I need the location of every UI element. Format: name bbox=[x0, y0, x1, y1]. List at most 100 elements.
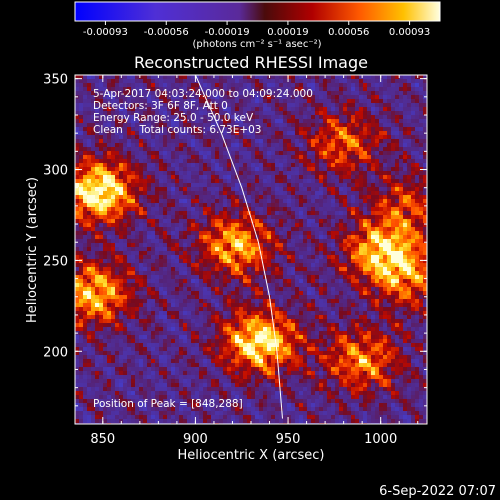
heatmap-cell bbox=[211, 187, 215, 191]
heatmap-cell bbox=[179, 271, 183, 275]
heatmap-cell bbox=[219, 323, 223, 327]
heatmap-cell bbox=[247, 351, 251, 355]
heatmap-cell bbox=[135, 107, 139, 111]
heatmap-cell bbox=[299, 203, 303, 207]
heatmap-cell bbox=[95, 339, 99, 343]
heatmap-cell bbox=[215, 119, 219, 123]
heatmap-cell bbox=[107, 407, 111, 411]
heatmap-cell bbox=[143, 367, 147, 371]
heatmap-cell bbox=[159, 343, 163, 347]
heatmap-cell bbox=[227, 75, 231, 79]
heatmap-cell bbox=[159, 247, 163, 251]
heatmap-cell bbox=[147, 99, 151, 103]
heatmap-cell bbox=[239, 371, 243, 375]
heatmap-cell bbox=[259, 199, 263, 203]
heatmap-cell bbox=[207, 239, 211, 243]
heatmap-cell bbox=[123, 215, 127, 219]
heatmap-cell bbox=[267, 403, 271, 407]
heatmap-cell bbox=[151, 187, 155, 191]
heatmap-cell bbox=[279, 115, 283, 119]
heatmap-cell bbox=[227, 287, 231, 291]
heatmap-cell bbox=[295, 363, 299, 367]
heatmap-cell bbox=[107, 163, 111, 167]
heatmap-cell bbox=[219, 415, 223, 419]
heatmap-cell bbox=[263, 403, 267, 407]
heatmap-cell bbox=[147, 407, 151, 411]
heatmap-cell bbox=[147, 419, 151, 423]
heatmap-cell bbox=[191, 223, 195, 227]
heatmap-cell bbox=[131, 203, 135, 207]
heatmap-cell bbox=[99, 175, 103, 179]
heatmap-cell bbox=[119, 375, 123, 379]
heatmap-cell bbox=[95, 255, 99, 259]
heatmap-cell bbox=[175, 171, 179, 175]
heatmap-cell bbox=[99, 199, 103, 203]
heatmap-cell bbox=[271, 339, 275, 343]
heatmap-cell bbox=[235, 363, 239, 367]
heatmap-cell bbox=[75, 127, 79, 131]
heatmap-cell bbox=[123, 351, 127, 355]
heatmap-cell bbox=[183, 287, 187, 291]
heatmap-cell bbox=[275, 371, 279, 375]
heatmap-cell bbox=[295, 235, 299, 239]
heatmap-cell bbox=[259, 375, 263, 379]
heatmap-cell bbox=[219, 163, 223, 167]
heatmap-cell bbox=[219, 411, 223, 415]
heatmap-cell bbox=[275, 399, 279, 403]
heatmap-cell bbox=[107, 299, 111, 303]
heatmap-cell bbox=[203, 251, 207, 255]
heatmap-cell bbox=[203, 131, 207, 135]
heatmap-cell bbox=[215, 263, 219, 267]
heatmap-cell bbox=[299, 183, 303, 187]
heatmap-cell bbox=[171, 295, 175, 299]
heatmap-cell bbox=[203, 235, 207, 239]
heatmap-cell bbox=[271, 283, 275, 287]
heatmap-cell bbox=[227, 375, 231, 379]
heatmap-cell bbox=[295, 75, 299, 79]
heatmap-cell bbox=[147, 195, 151, 199]
heatmap-cell bbox=[83, 371, 87, 375]
heatmap-cell bbox=[159, 307, 163, 311]
heatmap-cell bbox=[123, 391, 127, 395]
heatmap-cell bbox=[111, 367, 115, 371]
heatmap-cell bbox=[259, 343, 263, 347]
heatmap-cell bbox=[235, 127, 239, 131]
heatmap-cell bbox=[187, 131, 191, 135]
heatmap-cell bbox=[131, 295, 135, 299]
heatmap-cell bbox=[203, 231, 207, 235]
heatmap-cell bbox=[219, 91, 223, 95]
heatmap-cell bbox=[259, 351, 263, 355]
heatmap-cell bbox=[151, 147, 155, 151]
heatmap-cell bbox=[107, 371, 111, 375]
heatmap-cell bbox=[179, 299, 183, 303]
heatmap-cell bbox=[155, 343, 159, 347]
heatmap-cell bbox=[143, 391, 147, 395]
heatmap-cell bbox=[235, 407, 239, 411]
heatmap-cell bbox=[255, 407, 259, 411]
heatmap-cell bbox=[275, 139, 279, 143]
heatmap-cell bbox=[143, 211, 147, 215]
heatmap-cell bbox=[219, 379, 223, 383]
heatmap-cell bbox=[91, 379, 95, 383]
heatmap-cell bbox=[223, 75, 227, 79]
heatmap-cell bbox=[203, 87, 207, 91]
heatmap-cell bbox=[279, 311, 283, 315]
heatmap-cell bbox=[75, 203, 79, 207]
heatmap-cell bbox=[275, 227, 279, 231]
heatmap-cell bbox=[119, 127, 123, 131]
heatmap-cell bbox=[99, 331, 103, 335]
heatmap-cell bbox=[147, 343, 151, 347]
heatmap-cell bbox=[231, 391, 235, 395]
heatmap-cell bbox=[155, 299, 159, 303]
heatmap-cell bbox=[143, 187, 147, 191]
heatmap-cell bbox=[83, 391, 87, 395]
heatmap-cell bbox=[191, 347, 195, 351]
heatmap-cell bbox=[283, 307, 287, 311]
heatmap-cell bbox=[163, 259, 167, 263]
heatmap-cell bbox=[87, 343, 91, 347]
heatmap-cell bbox=[91, 339, 95, 343]
heatmap-cell bbox=[175, 183, 179, 187]
heatmap-cell bbox=[187, 319, 191, 323]
heatmap-cell bbox=[291, 411, 295, 415]
heatmap-cell bbox=[175, 411, 179, 415]
